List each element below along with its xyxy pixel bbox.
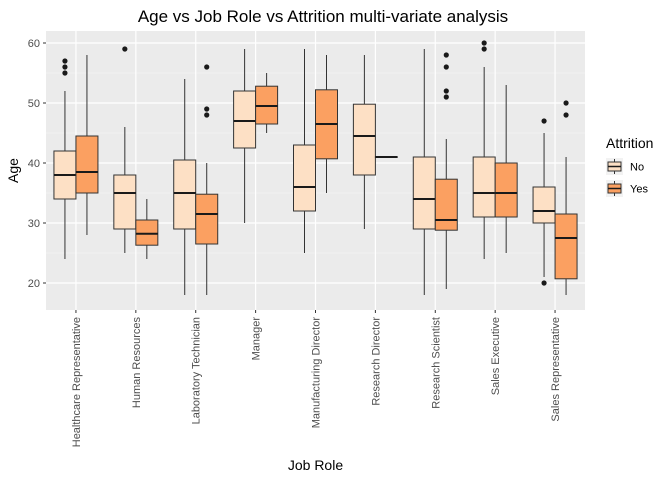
box-body <box>173 159 197 230</box>
box-body <box>494 162 518 218</box>
box-no-5 <box>352 55 376 229</box>
box-yes-3 <box>255 73 279 133</box>
box-no-8 <box>532 118 556 286</box>
box-yes-8 <box>554 100 578 295</box>
x-tick-label: Sales Representative <box>550 317 562 422</box>
legend-label-yes: Yes <box>630 184 648 196</box>
box-no-4 <box>293 49 316 253</box>
box-body <box>75 135 99 194</box>
box-body <box>113 174 137 230</box>
box-yes-0 <box>75 55 99 235</box>
y-axis: 20 30 40 50 60 <box>28 38 46 290</box>
y-tick-label: 30 <box>28 218 40 230</box>
x-tick-label: Manager <box>251 317 263 361</box>
y-tick-label: 20 <box>28 278 40 290</box>
box-no-3 <box>233 49 257 223</box>
box-body <box>352 103 376 176</box>
legend-title: Attrition <box>606 135 653 151</box>
outlier-point <box>481 40 487 46</box>
box-body <box>195 193 219 245</box>
outlier-point <box>443 64 449 70</box>
y-axis-title: Age <box>5 158 21 183</box>
box-body <box>135 219 159 246</box>
outlier-point <box>541 280 547 286</box>
legend-label-no: No <box>630 162 644 174</box>
outlier-point <box>62 70 68 76</box>
box-body <box>532 186 556 224</box>
outlier-point <box>443 52 449 58</box>
box-no-6 <box>412 49 436 295</box>
outlier-point <box>204 106 210 112</box>
box-body <box>412 156 436 230</box>
outlier-point <box>204 112 210 118</box>
box-yes-6 <box>434 52 458 289</box>
box-no-0 <box>53 58 77 259</box>
x-tick-label: Manufacturing Director <box>311 317 323 429</box>
x-tick-label: Laboratory Technician <box>191 317 203 424</box>
box-body <box>554 213 578 280</box>
x-tick-label: Research Director <box>370 317 382 406</box>
box-yes-1 <box>135 199 159 259</box>
outlier-point <box>563 100 569 106</box>
outlier-point <box>204 64 210 70</box>
box-yes-2 <box>195 64 219 295</box>
outlier-point <box>62 58 68 64</box>
box-body <box>434 178 458 231</box>
y-tick-label: 40 <box>28 158 40 170</box>
box-no-2 <box>173 79 197 295</box>
x-tick-label: Human Resources <box>131 317 143 409</box>
outlier-point <box>443 88 449 94</box>
outlier-point <box>563 112 569 118</box>
box-body <box>233 90 257 149</box>
outlier-point <box>481 46 487 52</box>
y-tick-label: 50 <box>28 98 40 110</box>
box-no-1 <box>113 46 137 253</box>
outlier-point <box>541 118 547 124</box>
box-yes-4 <box>315 55 338 193</box>
box-body <box>472 156 496 218</box>
box-series <box>53 40 578 295</box>
outlier-point <box>122 46 128 52</box>
box-no-7 <box>472 40 496 259</box>
x-axis-title: Job Role <box>288 457 343 473</box>
legend: Attrition No Yes <box>606 135 653 197</box>
y-tick-label: 60 <box>28 38 40 50</box>
chart-title: Age vs Job Role vs Attrition multi-varia… <box>138 7 508 26</box>
outlier-point <box>62 64 68 70</box>
box-body <box>293 144 316 212</box>
box-yes-7 <box>494 85 518 253</box>
x-tick-label: Sales Executive <box>490 317 502 395</box>
x-tick-label: Research Scientist <box>430 317 442 409</box>
outlier-point <box>443 94 449 100</box>
x-tick-label: Healthcare Representative <box>71 317 83 447</box>
x-axis: Healthcare Representative Human Resources… <box>71 310 562 447</box>
